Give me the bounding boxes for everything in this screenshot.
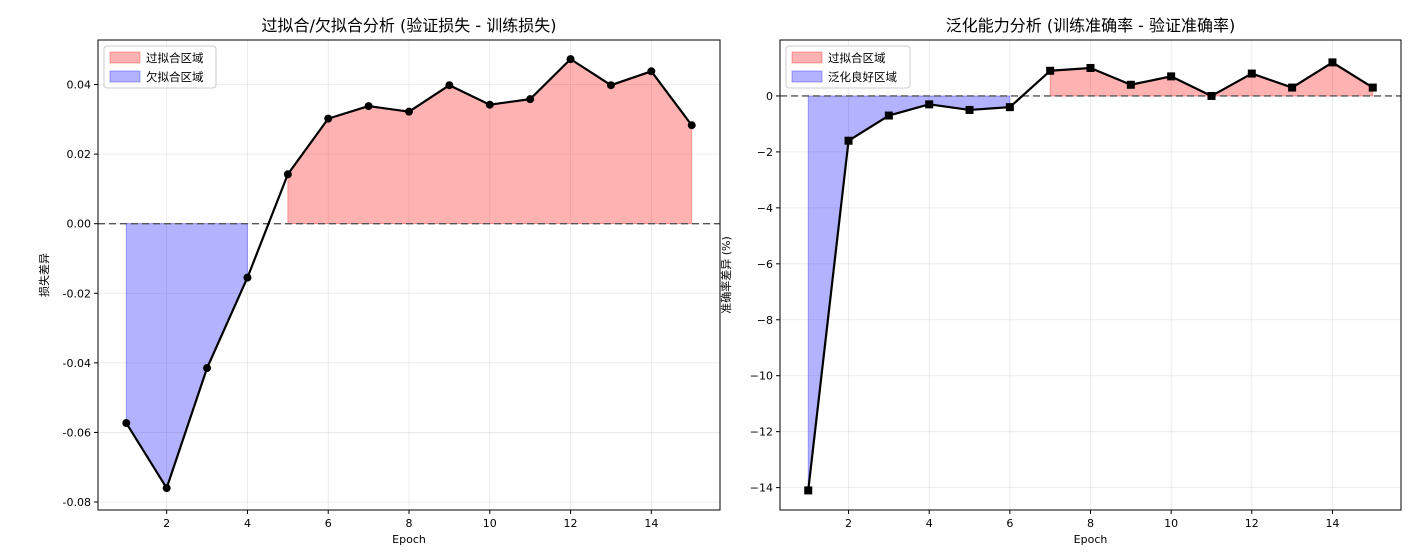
chart2-x-tick-label-6: 14 <box>1325 517 1339 530</box>
chart2-legend-label-good-generalization: 泛化良好区域 <box>828 70 897 84</box>
chart2-points <box>804 58 1377 495</box>
chart1-x-axis-label: Epoch <box>392 533 426 546</box>
chart1-title: 过拟合/欠拟合分析 (验证损失 - 训练损失) <box>262 16 557 35</box>
chart2-y-tick-label-1: −12 <box>750 426 773 439</box>
chart1-point-7 <box>364 102 373 111</box>
chart2-point-14 <box>1328 58 1337 67</box>
chart2-point-2 <box>844 136 853 145</box>
chart2-y-tick-label-5: −4 <box>757 202 773 215</box>
chart1-point-13 <box>606 81 615 90</box>
chart1-point-8 <box>405 107 413 116</box>
chart1-legend-label-underfit: 欠拟合区域 <box>146 70 204 84</box>
chart1-y-ticks: -0.08 -0.06 -0.04 -0.02 0.00 0.02 0.04 <box>63 79 98 509</box>
chart1-point-1 <box>122 419 131 428</box>
chart1-x-tick-label-2: 6 <box>325 517 332 530</box>
chart2-legend: 过拟合区域 泛化良好区域 <box>785 45 911 89</box>
chart1-legend-swatch-overfit <box>109 51 141 64</box>
chart1-point-14 <box>647 67 656 76</box>
chart1-x-tick-label-6: 14 <box>644 517 658 530</box>
chart1-y-axis-label: 损失差异 <box>37 253 51 297</box>
chart2-point-7 <box>1046 66 1055 75</box>
chart2-point-12 <box>1247 69 1256 78</box>
chart2-y-ticks: −14 −12 −10 −8 −6 −4 −2 0 <box>750 90 780 495</box>
chart2-y-tick-label-2: −10 <box>750 370 773 383</box>
chart1-point-12 <box>566 55 575 64</box>
chart1-y-tick-label-0: -0.08 <box>63 496 91 509</box>
chart2-legend-label-overfit: 过拟合区域 <box>828 51 886 65</box>
chart1-y-tick-label-1: -0.06 <box>63 426 91 439</box>
chart1-legend: 过拟合区域 欠拟合区域 <box>103 45 217 89</box>
chart1-x-tick-label-0: 2 <box>163 517 170 530</box>
chart2-point-15 <box>1368 83 1377 92</box>
chart2-y-tick-label-4: −6 <box>757 258 773 271</box>
chart2-point-8 <box>1086 63 1095 72</box>
chart2-x-ticks: 2 4 6 8 10 12 14 <box>845 510 1339 530</box>
chart2-legend-box <box>785 45 911 89</box>
chart2-x-tick-label-1: 4 <box>926 517 933 530</box>
chart1-y-tick-label-2: -0.04 <box>63 357 91 370</box>
chart2-x-tick-label-3: 8 <box>1087 517 1094 530</box>
chart2-x-tick-label-2: 6 <box>1006 517 1013 530</box>
chart2-x-tick-label-0: 2 <box>845 517 852 530</box>
chart1-point-6 <box>324 114 333 123</box>
chart1-y-tick-label-6: 0.04 <box>67 79 92 92</box>
chart1-legend-box <box>103 45 217 89</box>
chart2-point-3 <box>884 111 893 120</box>
chart2-x-axis-label: Epoch <box>1074 533 1108 546</box>
chart2-y-tick-label-6: −2 <box>757 146 773 159</box>
loss-diff-chart: 2 4 6 8 10 12 14 -0.08 -0.06 -0.04 -0.02 0.00 0.02 0… <box>37 16 721 546</box>
chart1-x-tick-label-4: 10 <box>483 517 497 530</box>
chart1-y-tick-label-4: 0.00 <box>67 218 92 231</box>
chart1-point-5 <box>283 170 292 179</box>
chart2-point-5 <box>965 105 974 114</box>
chart1-point-15 <box>687 121 696 130</box>
chart1-point-11 <box>526 95 535 104</box>
chart2-point-4 <box>925 100 934 109</box>
chart1-points <box>122 55 696 493</box>
chart1-x-ticks: 2 4 6 8 10 12 14 <box>163 510 658 530</box>
chart2-point-11 <box>1207 91 1216 100</box>
chart1-point-3 <box>203 364 212 373</box>
chart1-x-tick-label-3: 8 <box>406 517 413 530</box>
chart1-x-tick-label-1: 4 <box>244 517 251 530</box>
chart1-point-9 <box>445 81 454 90</box>
chart2-legend-swatch-good-generalization <box>791 70 823 83</box>
chart2-point-1 <box>804 486 813 495</box>
chart2-y-tick-label-3: −8 <box>757 314 773 327</box>
chart1-y-tick-label-5: 0.02 <box>67 148 92 161</box>
accuracy-diff-chart: 2 4 6 8 10 12 14 −14 −12 −10 −8 −6 −4 −2 0 泛化能力分析 (训练… <box>719 16 1402 546</box>
chart1-legend-swatch-underfit <box>109 70 141 83</box>
chart2-point-6 <box>1005 103 1014 112</box>
chart1-point-2 <box>162 484 171 493</box>
chart1-x-tick-label-5: 12 <box>564 517 578 530</box>
chart2-y-tick-label-0: −14 <box>750 482 773 495</box>
chart1-y-tick-label-3: -0.02 <box>63 287 91 300</box>
chart1-point-10 <box>485 100 494 109</box>
chart1-legend-label-overfit: 过拟合区域 <box>146 51 204 65</box>
chart2-title: 泛化能力分析 (训练准确率 - 验证准确率) <box>946 16 1236 35</box>
chart2-point-10 <box>1167 72 1176 81</box>
chart2-y-axis-label: 准确率差异 (%) <box>719 236 733 314</box>
chart2-x-tick-label-4: 10 <box>1164 517 1178 530</box>
chart2-legend-swatch-overfit <box>791 51 823 64</box>
chart1-point-4 <box>243 273 252 282</box>
chart2-point-9 <box>1126 80 1135 89</box>
chart2-point-13 <box>1288 83 1297 92</box>
chart2-y-tick-label-7: 0 <box>766 90 773 103</box>
chart2-x-tick-label-5: 12 <box>1245 517 1259 530</box>
